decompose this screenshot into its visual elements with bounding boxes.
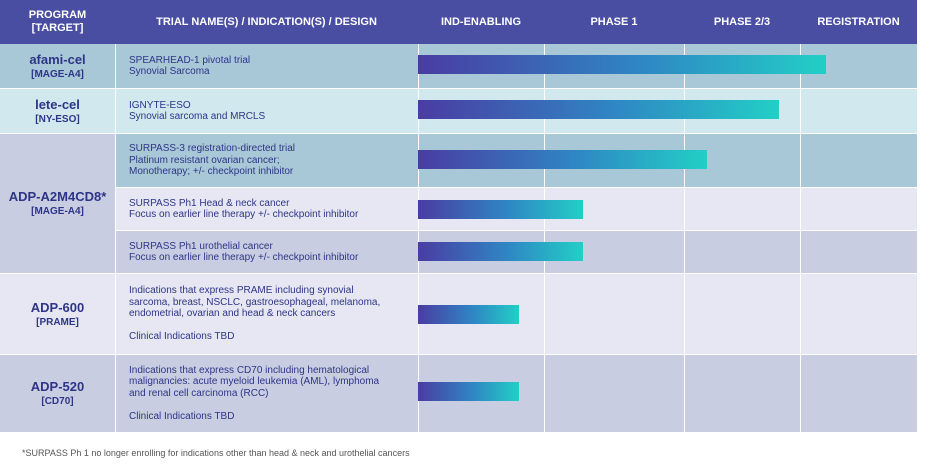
trial-line: sarcoma, breast, NSCLC, gastroesophageal… [129, 296, 381, 308]
trial-ignyte-eso: IGNYTE-ESO Synovial sarcoma and MRCLS [115, 89, 418, 134]
program-name: afami-cel [29, 51, 86, 67]
header-stage-registration: REGISTRATION [817, 15, 900, 28]
progress-bar-adp-600 [418, 305, 519, 324]
column-divider [418, 44, 419, 433]
program-target: [MAGE-A4] [31, 206, 84, 217]
column-divider [115, 44, 116, 433]
trial-surpass-urothelial: SURPASS Ph1 urothelial cancer Focus on e… [115, 231, 418, 274]
header-stage-phase-1: PHASE 1 [590, 15, 638, 28]
trial-line: Platinum resistant ovarian cancer; [129, 154, 280, 166]
program-name: lete-cel [35, 96, 80, 112]
header-program: PROGRAM [TARGET] [0, 0, 115, 44]
trial-line: Focus on earlier line therapy +/- checkp… [129, 209, 359, 220]
trial-adp-520: Indications that express CD70 including … [115, 355, 418, 433]
progress-bar-surpass-urothelial [418, 242, 584, 261]
progress-bar-adp-520 [418, 382, 519, 401]
program-name: ADP-A2M4CD8* [8, 189, 107, 204]
trial-spearhead-1: SPEARHEAD-1 pivotal trial Synovial Sarco… [115, 44, 418, 89]
trial-line: SURPASS Ph1 Head & neck cancer [129, 197, 290, 209]
program-adp-a2m4cd8: ADP-A2M4CD8* [MAGE-A4] [0, 134, 115, 274]
progress-bar-surpass-3 [418, 150, 708, 169]
trial-line [129, 399, 418, 411]
program-target: [CD70] [41, 396, 74, 407]
program-afami-cel: afami-cel [MAGE-A4] [0, 44, 115, 89]
column-divider [800, 44, 801, 433]
progress-bar-surpass-head-neck [418, 200, 584, 219]
column-divider [684, 44, 685, 433]
trial-line: Monotherapy; +/- checkpoint inhibitor [129, 166, 294, 178]
trial-line: Focus on earlier line therapy +/- checkp… [129, 252, 359, 263]
header-target-label: [TARGET] [31, 22, 84, 34]
header-stage-ind-enabling: IND-ENABLING [440, 15, 522, 28]
trial-line: SURPASS-3 registration-directed trial [129, 143, 295, 155]
trial-line: malignancies: acute myeloid leukemia (AM… [129, 376, 380, 388]
trial-adp-600: Indications that express PRAME including… [115, 274, 418, 355]
trial-line: endometrial, ovarian and head & neck can… [129, 308, 336, 320]
trial-line [129, 320, 418, 332]
header-program-label: PROGRAM [28, 9, 87, 21]
trial-line: Indications that express PRAME including… [129, 285, 354, 297]
trial-line: Indications that express CD70 including … [129, 364, 370, 376]
trial-line: Clinical Indications TBD [129, 331, 235, 343]
program-name: ADP-520 [30, 379, 85, 394]
trial-line: Clinical Indications TBD [129, 410, 235, 422]
column-divider [544, 44, 545, 433]
program-name: ADP-600 [30, 299, 85, 315]
progress-bar-spearhead-1 [418, 55, 826, 74]
header-stage-phase-2-3: PHASE 2/3 [713, 15, 771, 28]
trial-line: IGNYTE-ESO [129, 99, 191, 111]
trial-line: Synovial sarcoma and MRCLS [129, 111, 266, 122]
program-target: [NY-ESO] [35, 113, 80, 125]
trial-line: and renal cell carcinoma (RCC) [129, 387, 269, 399]
program-target: [MAGE-A4] [31, 68, 84, 80]
program-target: [PRAME] [36, 316, 79, 328]
footnote: *SURPASS Ph 1 no longer enrolling for in… [22, 448, 410, 458]
program-adp-520: ADP-520 [CD70] [0, 355, 115, 433]
trial-surpass-head-neck: SURPASS Ph1 Head & neck cancer Focus on … [115, 188, 418, 231]
progress-bar-ignyte-eso [418, 100, 780, 119]
trial-line: SURPASS Ph1 urothelial cancer [129, 240, 273, 252]
table-header [0, 0, 917, 44]
program-lete-cel: lete-cel [NY-ESO] [0, 89, 115, 134]
trial-line: Synovial Sarcoma [129, 66, 210, 77]
header-trial: TRIAL NAME(S) / INDICATION(S) / DESIGN [156, 15, 377, 28]
trial-line: SPEARHEAD-1 pivotal trial [129, 54, 251, 66]
trial-surpass-3: SURPASS-3 registration-directed trial Pl… [115, 134, 418, 188]
program-adp-600: ADP-600 [PRAME] [0, 274, 115, 355]
